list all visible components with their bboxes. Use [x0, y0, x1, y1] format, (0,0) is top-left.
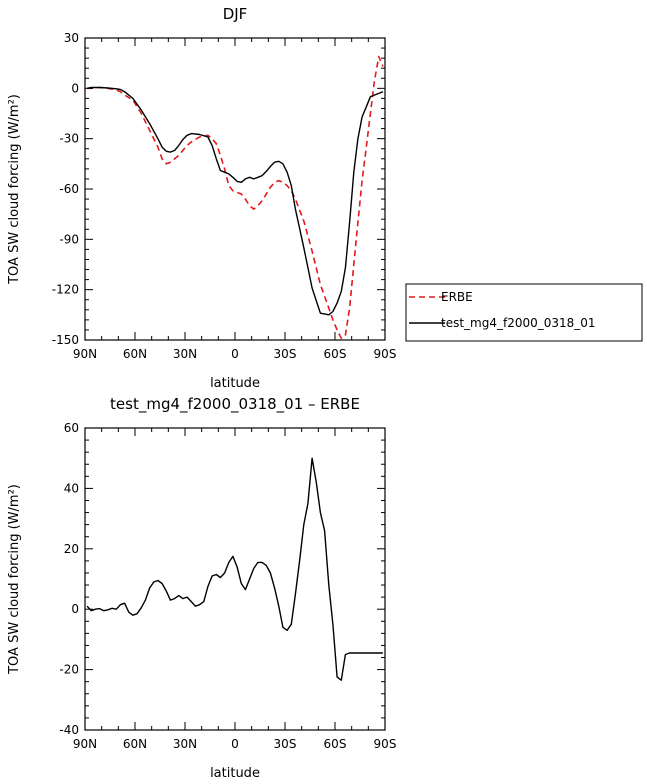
bottom-y-tick-label: -40: [59, 723, 79, 737]
bottom-y-tick-label: 0: [71, 602, 79, 616]
top-x-tick-label: 90S: [374, 347, 397, 361]
bottom-x-tick-label: 90N: [73, 737, 97, 751]
top-y-tick-label: -30: [59, 132, 79, 146]
top-chart-title: DJF: [223, 5, 248, 23]
bottom-chart-title: test_mg4_f2000_0318_01 – ERBE: [110, 395, 360, 414]
bottom-axis-ticks: 90N 60N 30N 0 30S 60S 90S 60 40 20 0 -20 -40: [59, 421, 396, 751]
bottom-y-axis-label: TOA SW cloud forcing (W/m²): [7, 484, 22, 675]
bottom-y-tick-label: 60: [64, 421, 79, 435]
top-series-lines: [86, 55, 384, 340]
top-y-tick-label: -120: [52, 283, 79, 297]
top-y-tick-label: 0: [71, 81, 79, 95]
legend: ERBE test_mg4_f2000_0318_01: [405, 283, 643, 342]
top-x-tick-label: 0: [231, 347, 239, 361]
bottom-y-tick-label: -20: [59, 663, 79, 677]
bottom-x-axis-label: latitude: [210, 766, 260, 781]
top-x-axis-label: latitude: [210, 376, 260, 391]
top-y-tick-label: -150: [52, 333, 79, 347]
top-x-tick-label: 60S: [324, 347, 347, 361]
legend-box: [405, 283, 643, 342]
top-y-tick-label: -60: [59, 182, 79, 196]
bottom-y-tick-label: 20: [64, 542, 79, 556]
top-y-axis-label: TOA SW cloud forcing (W/m²): [7, 94, 22, 285]
bottom-x-tick-label: 90S: [374, 737, 397, 751]
legend-label-erbe: ERBE: [441, 290, 473, 304]
top-y-tick-label: 30: [64, 31, 79, 45]
bottom-x-tick-label: 30S: [274, 737, 297, 751]
legend-label-model: test_mg4_f2000_0318_01: [441, 316, 596, 330]
top-panel: DJF 90N 60N 30N 0 30S 60S 90S 30 0 -30 -60 -90 -120 -…: [7, 5, 396, 391]
bottom-x-tick-label: 60N: [123, 737, 147, 751]
bottom-panel: test_mg4_f2000_0318_01 – ERBE 90N 60N 30N 0…: [7, 395, 396, 781]
top-x-tick-label: 30N: [173, 347, 197, 361]
bottom-x-tick-label: 0: [231, 737, 239, 751]
top-series-line-test-mg4-f2000-0318-01: [86, 86, 384, 316]
top-x-tick-label: 30S: [274, 347, 297, 361]
bottom-x-tick-label: 60S: [324, 737, 347, 751]
top-axis-ticks: 90N 60N 30N 0 30S 60S 90S 30 0 -30 -60 -90 -120 -150: [52, 31, 397, 361]
top-x-tick-label: 60N: [123, 347, 147, 361]
top-x-tick-label: 90N: [73, 347, 97, 361]
bottom-series-lines: [86, 457, 383, 681]
top-series-line-erbe: [87, 55, 384, 340]
bottom-plot-frame: [84, 427, 386, 731]
bottom-y-tick-label: 40: [64, 481, 79, 495]
top-y-tick-label: -90: [59, 232, 79, 246]
bottom-series-line-0: [86, 457, 383, 681]
bottom-x-tick-label: 30N: [173, 737, 197, 751]
